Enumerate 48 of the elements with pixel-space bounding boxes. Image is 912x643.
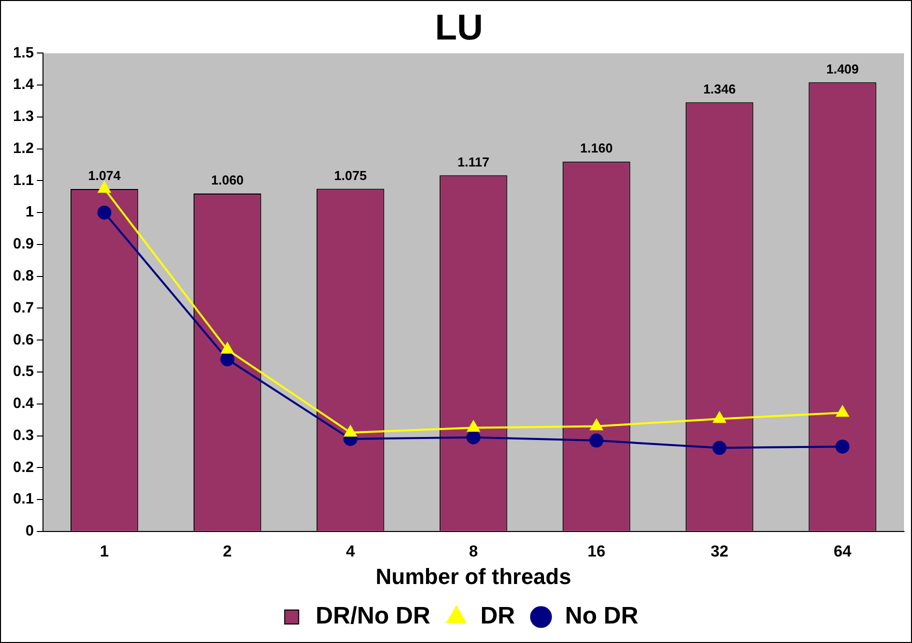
y-tick-label: 0.5 <box>12 363 34 380</box>
y-tick-label: 1.5 <box>12 44 34 62</box>
data-label: 1.160 <box>580 140 613 156</box>
point <box>344 426 357 437</box>
point <box>220 352 234 366</box>
point <box>590 419 603 430</box>
point <box>589 434 604 448</box>
data-label: 1.075 <box>334 168 367 183</box>
y-tick-label: 1.4 <box>12 76 34 94</box>
chart-title: LU <box>435 6 483 48</box>
x-tick-label: 32 <box>710 543 728 560</box>
x-tick-label: 64 <box>834 543 852 560</box>
y-tick-label: 1 <box>26 204 34 221</box>
y-tick-label: 0.3 <box>12 426 34 444</box>
point <box>467 420 480 432</box>
data-label: 1.117 <box>458 154 490 170</box>
y-tick-label: 0.2 <box>12 458 34 476</box>
y-tick-label: 0.7 <box>12 299 34 316</box>
y-tick-label: 1.3 <box>12 108 34 126</box>
legend-label: DR/No DR <box>316 602 430 630</box>
point <box>97 206 112 220</box>
legend-label: No DR <box>565 602 638 630</box>
y-tick-label: 0.9 <box>12 236 34 253</box>
y-tick-label: 0.4 <box>12 395 34 412</box>
y-tick-label: 1.1 <box>12 172 34 189</box>
y-tick-label: 0.8 <box>12 268 34 284</box>
y-tick-label: 1.2 <box>12 140 34 157</box>
data-label: 1.409 <box>826 61 859 76</box>
legend-label: DR <box>480 602 516 630</box>
point <box>98 182 111 193</box>
data-label: 1.060 <box>211 172 244 188</box>
data-label: 1.346 <box>703 81 736 96</box>
data-label: 1.074 <box>88 168 122 184</box>
x-tick-label: 8 <box>468 543 478 560</box>
point <box>221 342 234 354</box>
point <box>466 430 480 444</box>
point <box>836 406 849 417</box>
x-tick-label: 16 <box>588 543 606 560</box>
y-tick-label: 0.6 <box>12 331 34 348</box>
point <box>835 440 850 454</box>
x-tick-label: 4 <box>346 543 355 560</box>
point <box>713 412 726 423</box>
point <box>712 440 726 455</box>
y-tick-label: 0 <box>26 522 34 540</box>
x-tick-label: 1 <box>100 543 109 560</box>
y-tick-label: 0.1 <box>12 490 34 508</box>
x-tick-label: 2 <box>222 543 232 560</box>
x-axis-title: Number of threads <box>376 564 572 589</box>
